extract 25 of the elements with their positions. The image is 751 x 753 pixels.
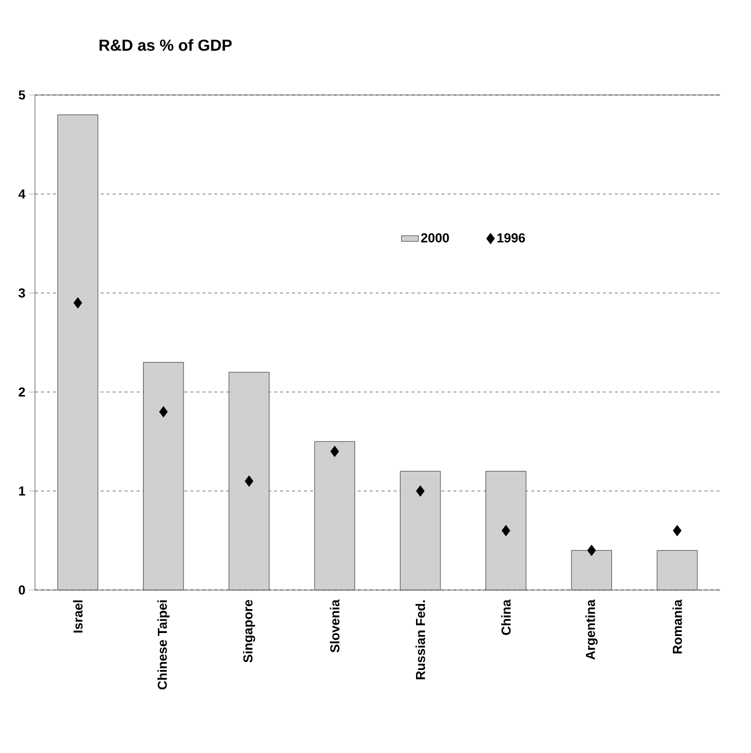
x-tick-label: Slovenia xyxy=(330,599,340,652)
y-tick-label: 1 xyxy=(19,486,26,496)
x-tick-label: Romania xyxy=(672,599,682,654)
x-tick-label: Israel xyxy=(73,600,83,633)
legend-label: 1996 xyxy=(497,233,525,242)
x-tick-label: Singapore xyxy=(242,600,256,662)
point xyxy=(330,446,339,458)
legend-label: 2000 xyxy=(421,233,449,242)
point xyxy=(74,297,82,309)
x-tick-label: China xyxy=(501,599,511,635)
y-tick-label: 4 xyxy=(18,190,26,198)
x-tick-label: Argentina xyxy=(585,599,598,660)
point xyxy=(502,524,510,536)
point xyxy=(416,485,425,497)
y-tick-label: 0 xyxy=(18,585,25,595)
chart-title: R&D as % of GDP xyxy=(100,39,232,51)
point xyxy=(244,475,254,487)
y-tick-label: 2 xyxy=(18,387,25,397)
x-tick-label: Russian Fed. xyxy=(416,600,426,680)
y-tick-label: 3 xyxy=(18,288,26,298)
y-tick-label: 5 xyxy=(18,90,26,100)
point xyxy=(587,544,596,556)
x-tick-label: Chinese Taipei xyxy=(157,600,170,690)
point xyxy=(672,524,682,536)
point xyxy=(159,406,168,418)
